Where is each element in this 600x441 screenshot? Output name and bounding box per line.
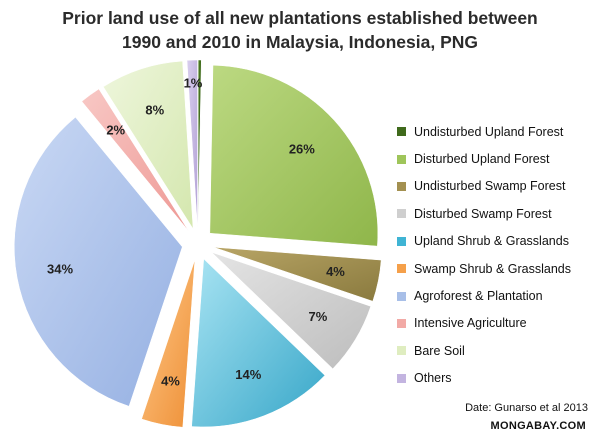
- legend-label: Intensive Agriculture: [414, 316, 527, 331]
- legend-label: Disturbed Upland Forest: [414, 152, 550, 167]
- pie-slice-disturbed-upland-forest: [209, 65, 379, 247]
- legend-swatch: [397, 127, 406, 137]
- legend-item: Intensive Agriculture: [397, 310, 571, 337]
- legend-item: Agroforest & Plantation: [397, 282, 571, 309]
- data-label: 7%: [308, 309, 327, 324]
- legend-label: Bare Soil: [414, 343, 465, 358]
- data-label: 2%: [106, 122, 125, 137]
- legend-swatch: [397, 181, 406, 191]
- legend-item: Others: [397, 365, 571, 392]
- data-label: 1%: [184, 76, 203, 91]
- legend-swatch: [397, 318, 406, 328]
- legend-item: Upland Shrub & Grasslands: [397, 228, 571, 255]
- legend-swatch: [397, 236, 406, 246]
- data-label: 4%: [161, 374, 180, 389]
- legend-label: Undisturbed Upland Forest: [414, 124, 564, 139]
- legend-label: Disturbed Swamp Forest: [414, 206, 552, 221]
- pie-slice-upland-shrub-grasslands: [191, 258, 326, 428]
- pie-slice-agroforest-plantation: [14, 116, 183, 407]
- legend-swatch: [397, 154, 406, 164]
- legend-swatch: [397, 264, 406, 274]
- pie-slice-undisturbed-upland-forest: [197, 59, 202, 229]
- legend-label: Undisturbed Swamp Forest: [414, 179, 566, 194]
- chart-title-line-2: 1990 and 2010 in Malaysia, Indonesia, PN…: [122, 32, 478, 52]
- legend-swatch: [397, 291, 406, 301]
- data-label: 4%: [326, 264, 345, 279]
- data-label: 26%: [289, 142, 315, 157]
- pie-slice-bare-soil: [102, 60, 194, 229]
- chart-title: Prior land use of all new plantations es…: [0, 6, 600, 54]
- brand-label: MONGABAY.COM: [490, 420, 586, 432]
- pie-slice-undisturbed-swamp-forest: [213, 246, 382, 302]
- legend-swatch: [397, 209, 406, 219]
- legend-item: Swamp Shrub & Grasslands: [397, 255, 571, 282]
- legend-label: Others: [414, 371, 452, 386]
- legend-item: Disturbed Swamp Forest: [397, 200, 571, 227]
- legend: Undisturbed Upland Forest Disturbed Uplan…: [397, 118, 571, 392]
- pie-slice-disturbed-swamp-forest: [211, 252, 372, 370]
- legend-swatch: [397, 346, 406, 356]
- legend-swatch: [397, 373, 406, 383]
- pie-slice-others: [186, 59, 198, 229]
- chart-title-line-1: Prior land use of all new plantations es…: [62, 8, 538, 28]
- legend-label: Swamp Shrub & Grasslands: [414, 261, 572, 276]
- legend-item: Undisturbed Swamp Forest: [397, 173, 571, 200]
- legend-label: Upland Shrub & Grasslands: [414, 234, 569, 249]
- data-label: 34%: [47, 262, 73, 277]
- legend-item: Bare Soil: [397, 337, 571, 364]
- data-label: 14%: [235, 367, 261, 382]
- pie-slice-swamp-shrub-grasslands: [141, 259, 196, 428]
- source-note: Date: Gunarso et al 2013: [465, 402, 588, 414]
- pie-slice-intensive-agriculture: [81, 88, 189, 232]
- legend-item: Undisturbed Upland Forest: [397, 118, 571, 145]
- legend-label: Agroforest & Plantation: [414, 289, 543, 304]
- data-label: 8%: [145, 103, 164, 118]
- legend-item: Disturbed Upland Forest: [397, 145, 571, 172]
